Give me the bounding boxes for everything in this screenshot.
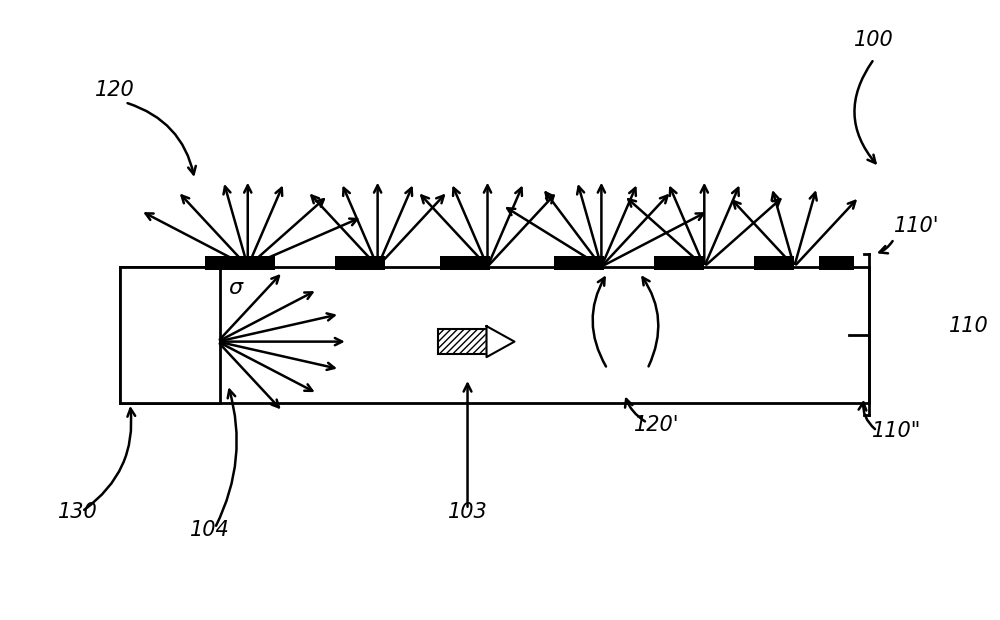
Text: 103: 103 (448, 502, 487, 521)
Polygon shape (487, 326, 514, 357)
Bar (335, 256, 385, 270)
Text: 130: 130 (58, 502, 98, 521)
Bar (120, 267, 220, 403)
Bar (205, 256, 275, 270)
Bar (440, 256, 490, 270)
Text: 120': 120' (634, 415, 680, 435)
Text: 110': 110' (894, 216, 940, 236)
Bar (654, 256, 704, 270)
Text: 104: 104 (190, 520, 230, 540)
Bar (754, 256, 794, 270)
Text: $\sigma$: $\sigma$ (228, 278, 245, 298)
Bar (120, 267, 869, 403)
Bar (819, 256, 854, 270)
Text: 110: 110 (949, 316, 989, 335)
Bar (438, 329, 487, 354)
Text: 110": 110" (872, 421, 922, 441)
Text: 120: 120 (95, 80, 135, 100)
Bar (554, 256, 604, 270)
Text: 100: 100 (854, 30, 894, 50)
